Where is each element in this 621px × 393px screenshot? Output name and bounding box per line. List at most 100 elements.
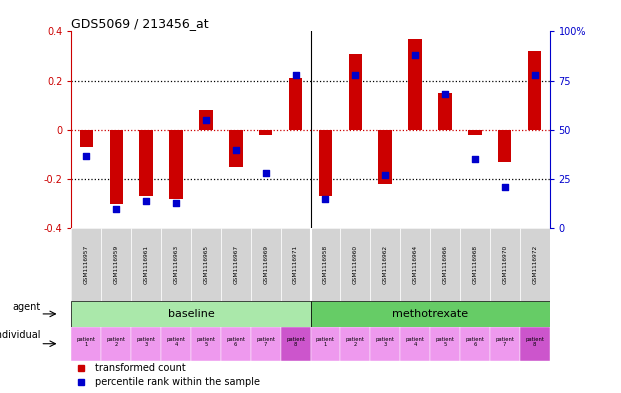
Text: patient
1: patient 1 [316, 337, 335, 347]
Text: GSM1116967: GSM1116967 [233, 245, 238, 284]
Text: patient
5: patient 5 [196, 337, 215, 347]
Text: GSM1116969: GSM1116969 [263, 245, 268, 284]
Text: patient
7: patient 7 [496, 337, 514, 347]
Text: GSM1116961: GSM1116961 [143, 245, 148, 284]
Text: GSM1116971: GSM1116971 [293, 245, 298, 284]
Bar [340, 327, 370, 360]
Bar [161, 327, 191, 360]
Text: percentile rank within the sample: percentile rank within the sample [96, 377, 260, 387]
Bar [79, 130, 93, 147]
Bar [259, 130, 273, 135]
Bar [348, 53, 362, 130]
Point [171, 200, 181, 206]
Bar [340, 228, 370, 301]
Bar [430, 327, 460, 360]
Bar [319, 130, 332, 196]
Point [261, 170, 271, 176]
Text: GDS5069 / 213456_at: GDS5069 / 213456_at [71, 17, 209, 30]
Bar [460, 327, 490, 360]
Text: individual: individual [0, 330, 40, 340]
Bar [191, 327, 221, 360]
Bar [131, 228, 161, 301]
Bar [229, 130, 243, 167]
Text: patient
3: patient 3 [376, 337, 395, 347]
Bar [438, 93, 451, 130]
Text: GSM1116957: GSM1116957 [84, 245, 89, 284]
Bar [289, 78, 302, 130]
Bar [251, 327, 281, 360]
Bar [221, 228, 251, 301]
Text: patient
7: patient 7 [256, 337, 275, 347]
Bar [400, 228, 430, 301]
Bar [409, 39, 422, 130]
Text: GSM1116965: GSM1116965 [204, 245, 209, 284]
Point [440, 91, 450, 97]
Text: patient
1: patient 1 [77, 337, 96, 347]
Bar [71, 327, 101, 360]
Point [530, 72, 540, 78]
Text: GSM1116963: GSM1116963 [173, 245, 178, 284]
Bar [310, 228, 340, 301]
Bar [191, 228, 221, 301]
Bar [170, 130, 183, 199]
Text: GSM1116964: GSM1116964 [412, 245, 417, 284]
Bar [161, 228, 191, 301]
Point [111, 206, 121, 212]
Text: transformed count: transformed count [96, 363, 186, 373]
Bar [71, 228, 101, 301]
Point [81, 152, 91, 159]
Bar [310, 301, 550, 327]
Bar [101, 327, 131, 360]
Text: GSM1116966: GSM1116966 [443, 245, 448, 284]
Bar [528, 51, 542, 130]
Bar [71, 301, 310, 327]
Point [320, 196, 330, 202]
Point [410, 52, 420, 58]
Bar [199, 110, 212, 130]
Bar [430, 228, 460, 301]
Text: baseline: baseline [168, 309, 214, 319]
Bar [520, 228, 550, 301]
Text: GSM1116959: GSM1116959 [114, 245, 119, 284]
Text: methotrexate: methotrexate [392, 309, 468, 319]
Bar [281, 228, 310, 301]
Bar [281, 327, 310, 360]
Point [500, 184, 510, 190]
Bar [490, 228, 520, 301]
Text: patient
2: patient 2 [346, 337, 365, 347]
Text: patient
4: patient 4 [166, 337, 186, 347]
Bar [400, 327, 430, 360]
Bar [468, 130, 482, 135]
Bar [310, 327, 340, 360]
Text: patient
8: patient 8 [286, 337, 305, 347]
Bar [131, 327, 161, 360]
Bar [101, 228, 131, 301]
Bar [520, 327, 550, 360]
Text: patient
2: patient 2 [107, 337, 125, 347]
Point [231, 147, 241, 153]
Bar [221, 327, 251, 360]
Text: GSM1116970: GSM1116970 [502, 245, 507, 284]
Text: GSM1116962: GSM1116962 [383, 245, 388, 284]
Point [470, 156, 480, 163]
Point [380, 172, 390, 178]
Bar [378, 130, 392, 184]
Bar [490, 327, 520, 360]
Point [141, 198, 151, 204]
Point [291, 72, 301, 78]
Text: GSM1116968: GSM1116968 [473, 245, 478, 284]
Text: patient
5: patient 5 [435, 337, 455, 347]
Text: patient
6: patient 6 [226, 337, 245, 347]
Bar [251, 228, 281, 301]
Bar [370, 327, 400, 360]
Text: GSM1116960: GSM1116960 [353, 245, 358, 284]
Text: patient
3: patient 3 [137, 337, 156, 347]
Text: patient
4: patient 4 [406, 337, 425, 347]
Text: GSM1116972: GSM1116972 [532, 245, 537, 284]
Text: agent: agent [12, 303, 40, 312]
Bar [109, 130, 123, 204]
Point [201, 117, 211, 123]
Text: GSM1116958: GSM1116958 [323, 245, 328, 284]
Text: patient
6: patient 6 [465, 337, 484, 347]
Bar [139, 130, 153, 196]
